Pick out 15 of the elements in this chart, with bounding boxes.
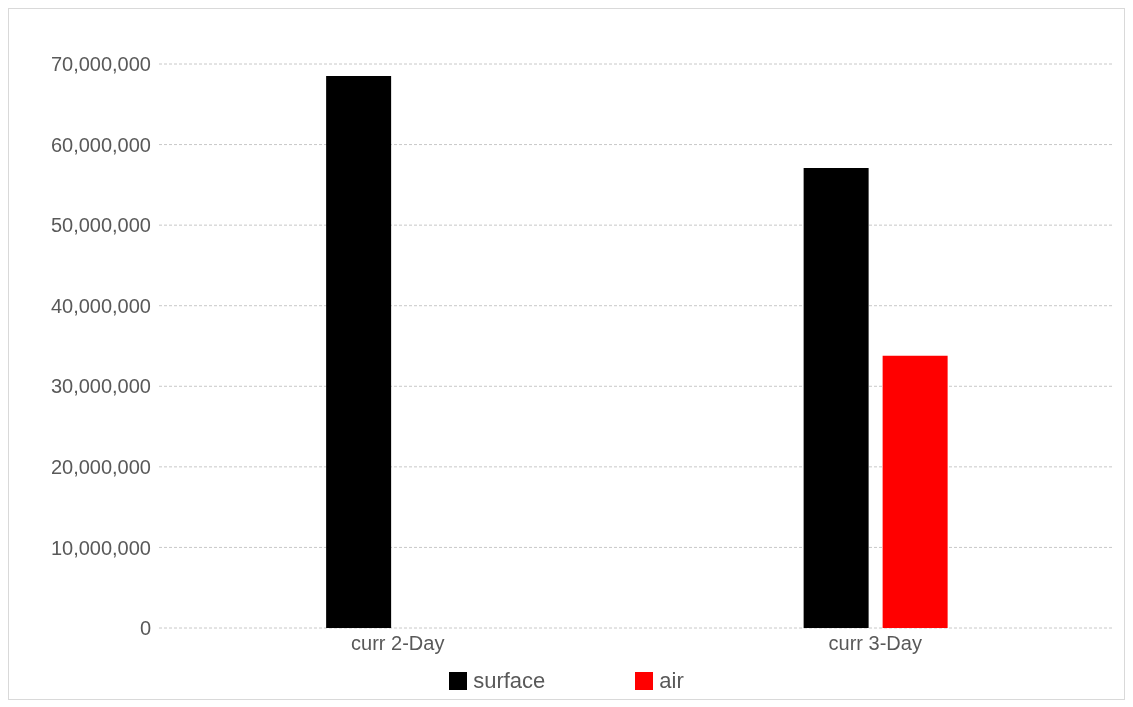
y-tick-label: 60,000,000 — [50, 133, 151, 156]
legend-label: air — [658, 668, 684, 694]
y-tick-label: 50,000,000 — [50, 214, 151, 237]
y-tick-label: 0 — [139, 617, 151, 640]
bar — [803, 167, 869, 628]
y-tick-label: 40,000,000 — [50, 294, 151, 317]
y-tick-label: 30,000,000 — [50, 375, 151, 398]
x-tick-label: curr 2-Day — [351, 632, 445, 655]
bar — [882, 355, 948, 628]
x-tick-label: curr 3-Day — [828, 632, 922, 655]
legend-label: surface — [472, 668, 546, 694]
y-tick-label: 70,000,000 — [50, 53, 151, 76]
y-tick-label: 10,000,000 — [50, 536, 151, 559]
bar — [326, 76, 392, 628]
y-tick-label: 20,000,000 — [50, 455, 151, 478]
